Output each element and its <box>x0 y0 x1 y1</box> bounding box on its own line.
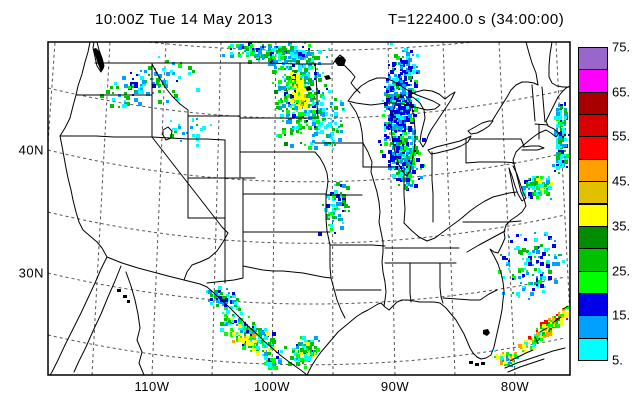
map-frame <box>47 41 571 376</box>
colorbar-box <box>578 337 608 361</box>
lon-tick-label: 80W <box>500 379 530 394</box>
title-timestamp: 10:00Z Tue 14 May 2013 <box>95 11 273 28</box>
basemap-layer <box>49 42 570 375</box>
colorbar-box <box>578 248 608 272</box>
radar-echo-layer <box>100 42 570 370</box>
colorbar-tick-label: 75. <box>612 39 631 55</box>
reflectivity-colorbar <box>578 47 608 361</box>
title-model-time: T=122400.0 s (34:00:00) <box>388 11 565 28</box>
colorbar-box <box>578 114 608 138</box>
colorbar-box <box>578 292 608 317</box>
lat-tick-label: 40N <box>18 142 44 158</box>
colorbar-box <box>578 181 608 205</box>
colorbar-tick-label: 5. <box>612 352 623 368</box>
colorbar-tick-label: 35. <box>612 218 631 234</box>
colorbar-box <box>578 270 608 294</box>
colorbar-box <box>578 69 608 93</box>
colorbar-box <box>578 91 608 116</box>
colorbar-tick-label: 25. <box>612 263 631 279</box>
colorbar-box <box>578 203 608 227</box>
colorbar-box <box>578 47 608 71</box>
lon-tick-label: 100W <box>254 379 290 394</box>
colorbar-tick-label: 55. <box>612 128 631 144</box>
colorbar-box <box>578 136 608 160</box>
colorbar-box <box>578 315 608 339</box>
colorbar-tick-label: 15. <box>612 307 631 323</box>
lon-tick-label: 110W <box>134 379 170 394</box>
lon-tick-label: 90W <box>380 379 410 394</box>
colorbar-box <box>578 225 608 250</box>
colorbar-box <box>578 158 608 183</box>
colorbar-tick-label: 45. <box>612 173 631 189</box>
lat-tick-label: 30N <box>18 265 44 281</box>
colorbar-tick-label: 65. <box>612 84 631 100</box>
